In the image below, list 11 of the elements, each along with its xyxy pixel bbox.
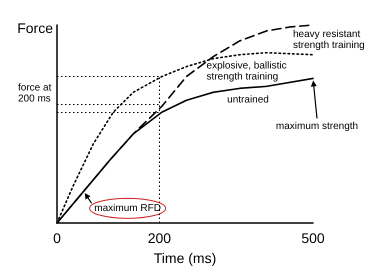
x-tick-label: 0 bbox=[53, 230, 62, 246]
annotation: maximum RFD bbox=[94, 202, 161, 214]
series-label: heavy resistant strength training bbox=[293, 29, 365, 51]
annotation: maximum strength bbox=[276, 120, 358, 132]
x-tick-label: 500 bbox=[301, 230, 325, 246]
x-tick-label: 200 bbox=[148, 230, 172, 246]
series-label: untrained bbox=[227, 94, 269, 106]
y-axis-title: Force bbox=[17, 20, 54, 36]
x-axis-title: Time (ms) bbox=[154, 250, 216, 266]
text: force at 200 ms bbox=[18, 82, 54, 104]
series-label: explosive, ballistic strength training bbox=[206, 60, 290, 83]
